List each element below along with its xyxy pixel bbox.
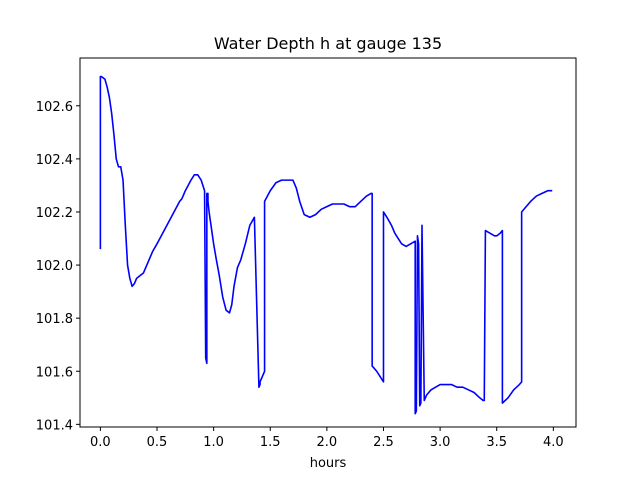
y-tick-label: 102.2 xyxy=(36,206,73,221)
plot-frame xyxy=(79,57,577,428)
x-tick-label: 1.5 xyxy=(260,435,281,450)
x-tick-label: 3.0 xyxy=(430,435,451,450)
y-axis-ticks: 101.4 101.6 101.8 102.0 102.2 102.4 102.6 xyxy=(36,100,80,433)
chart-title: Water Depth h at gauge 135 xyxy=(214,34,442,53)
y-tick-label: 101.4 xyxy=(36,418,73,433)
plot-area xyxy=(79,57,577,428)
y-tick-label: 101.6 xyxy=(36,365,73,380)
x-tick-label: 2.0 xyxy=(317,435,338,450)
x-tick-label: 1.0 xyxy=(203,435,224,450)
y-tick-label: 102.0 xyxy=(36,259,73,274)
x-tick-label: 4.0 xyxy=(543,435,564,450)
series-layer xyxy=(99,75,553,415)
x-axis-label: hours xyxy=(310,456,347,471)
y-tick-label: 102.4 xyxy=(36,153,73,168)
y-tick-label: 102.6 xyxy=(36,100,73,115)
y-tick-label: 101.8 xyxy=(36,312,73,327)
x-axis-ticks: 0.0 0.5 1.0 1.5 2.0 2.5 3.0 3.5 4.0 xyxy=(90,427,564,450)
series-line xyxy=(99,75,553,415)
x-tick-label: 3.5 xyxy=(486,435,507,450)
x-tick-label: 2.5 xyxy=(373,435,394,450)
x-tick-label: 0.0 xyxy=(90,435,111,450)
x-tick-label: 0.5 xyxy=(147,435,168,450)
